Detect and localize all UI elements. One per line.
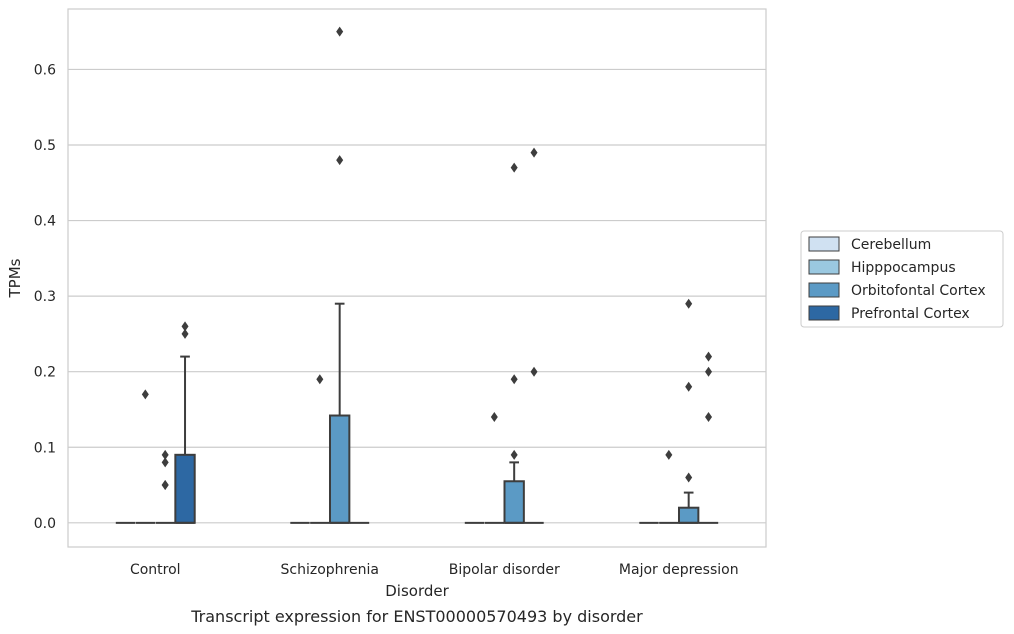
outlier-point — [665, 449, 673, 460]
legend-swatch — [808, 236, 840, 252]
y-tick-labels: 0.0 0.1 0.2 0.3 0.4 0.5 0.6 — [34, 62, 56, 531]
box-2-1 — [484, 412, 505, 524]
legend-swatch — [808, 259, 840, 275]
outlier-point — [705, 351, 713, 362]
y-tick-label: 0.4 — [34, 214, 56, 230]
outlier-point — [490, 412, 498, 423]
x-tick-label: Bipolar disorder — [449, 562, 560, 578]
x-tick-label: Control — [130, 562, 181, 578]
boxes — [115, 26, 719, 524]
box-1-2 — [328, 26, 351, 524]
y-axis-label: TPMs — [6, 258, 24, 298]
outlier-point — [530, 147, 538, 158]
y-tick-label: 0.3 — [34, 289, 56, 305]
box-body — [174, 453, 196, 524]
legend-label: Prefrontal Cortex — [851, 306, 970, 322]
outlier-point — [510, 162, 518, 173]
legend-swatch — [808, 305, 840, 321]
outlier-point — [530, 366, 538, 377]
chart-caption: Transcript expression for ENST0000057049… — [190, 607, 643, 626]
box-3-1 — [659, 449, 679, 524]
x-tick-labels: Control Schizophrenia Bipolar disorder Majo… — [130, 562, 739, 578]
box-0-1 — [135, 389, 156, 524]
outlier-point — [161, 480, 169, 491]
outlier-point — [685, 381, 693, 392]
legend-label: Orbitofontal Cortex — [851, 283, 986, 299]
y-tick-label: 0.5 — [34, 138, 56, 154]
outlier-point — [685, 298, 693, 309]
outlier-point — [316, 374, 324, 385]
outlier-point — [161, 449, 169, 460]
outlier-point — [705, 412, 713, 423]
legend-frame — [800, 230, 1004, 328]
y-tick-label: 0.6 — [34, 62, 56, 78]
x-axis-label: Disorder — [385, 582, 449, 600]
y-tick-label: 0.2 — [34, 365, 56, 381]
box-3-3 — [698, 351, 719, 524]
x-tick-label: Major depression — [619, 562, 739, 578]
legend-label: Cerebellum — [851, 237, 931, 253]
box-body — [677, 506, 700, 524]
box-0-3 — [174, 321, 196, 524]
x-tick-label: Schizophrenia — [281, 562, 379, 578]
plot-area — [68, 9, 766, 547]
box-0-2 — [155, 449, 175, 524]
outlier-point — [181, 321, 189, 332]
y-tick-label: 0.1 — [34, 440, 56, 456]
outlier-point — [161, 457, 169, 468]
outlier-point — [705, 366, 713, 377]
outlier-point — [685, 472, 693, 483]
box-body — [328, 414, 351, 524]
outlier-point — [141, 389, 149, 400]
box-body — [503, 480, 525, 524]
outlier-point — [510, 374, 518, 385]
box-1-1 — [310, 374, 330, 524]
y-tick-label: 0.0 — [34, 516, 56, 532]
legend-label: Hipppocampus — [851, 260, 956, 276]
legend-swatch — [808, 282, 840, 298]
box-2-3 — [524, 147, 544, 524]
outlier-point — [181, 328, 189, 339]
box-3-2 — [677, 298, 700, 524]
box-2-2 — [503, 162, 525, 524]
outlier-point — [336, 26, 344, 37]
outlier-point — [510, 449, 518, 460]
legend: Cerebellum Hipppocampus Orbitofontal Corte… — [800, 230, 1004, 328]
plot-frame — [67, 8, 767, 548]
outlier-point — [336, 155, 344, 166]
